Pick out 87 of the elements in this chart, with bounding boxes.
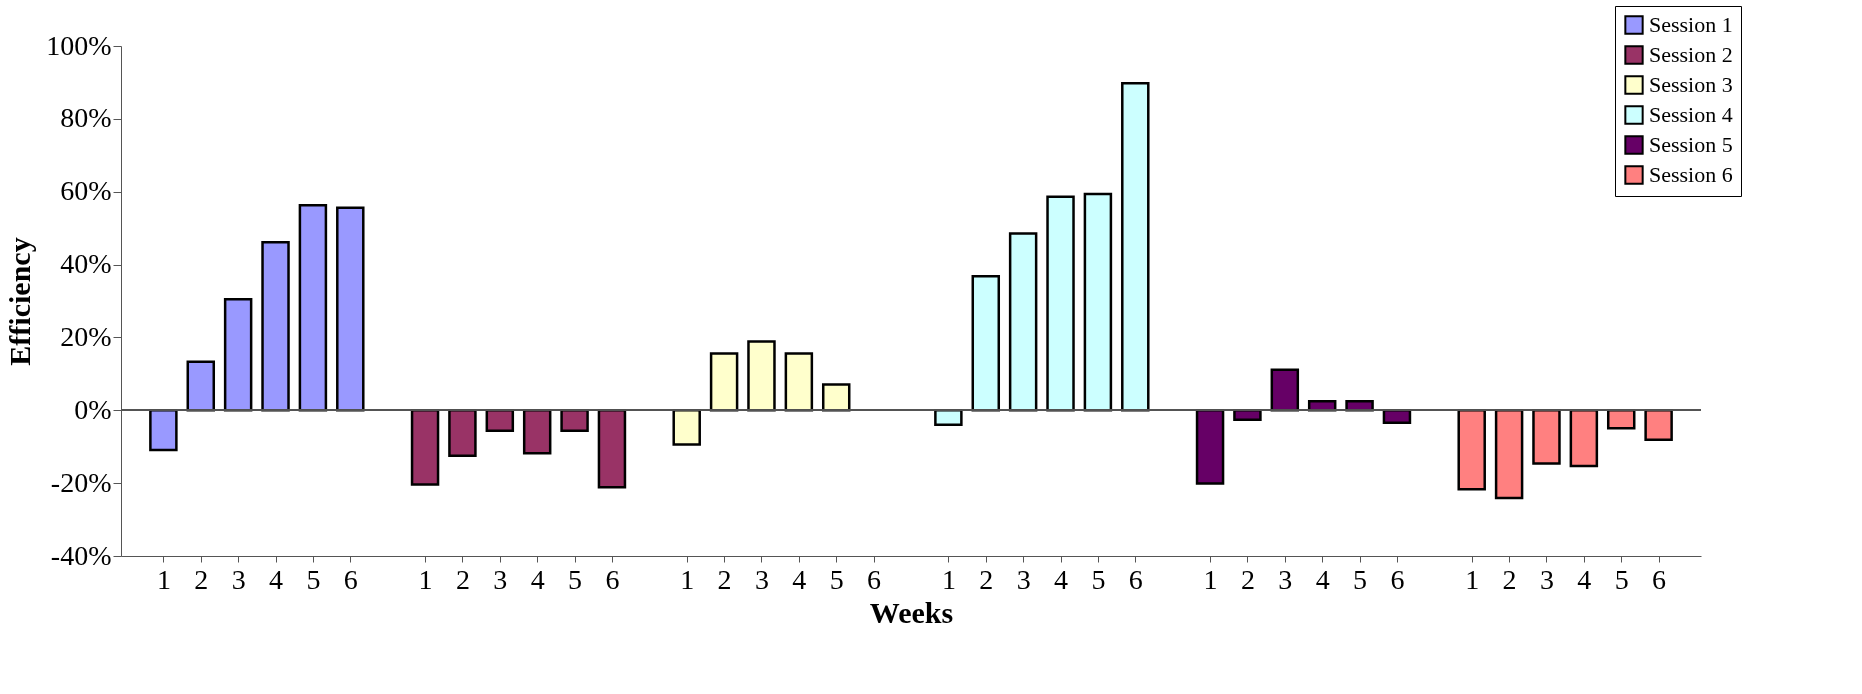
bar — [1644, 409, 1673, 442]
legend-label: Session 3 — [1649, 72, 1733, 97]
x-tick-label: 3 — [231, 563, 246, 595]
y-axis-title: Efficiency — [3, 237, 37, 366]
bar — [1195, 409, 1225, 485]
bar — [1457, 409, 1486, 491]
y-tick-label: 80% — [60, 102, 112, 134]
bar — [1083, 192, 1113, 412]
x-tick-label: 6 — [1390, 563, 1405, 595]
x-tick-label: 5 — [1091, 563, 1106, 595]
bar — [1307, 399, 1337, 412]
bar — [485, 409, 515, 432]
x-tick-label: 5 — [1353, 563, 1368, 595]
x-tick-label: 4 — [1577, 563, 1592, 595]
x-tick-label: 1 — [418, 563, 433, 595]
x-tick-label: 1 — [156, 563, 171, 595]
bar — [821, 383, 851, 412]
x-tick-label: 3 — [1539, 563, 1554, 595]
bar — [1270, 368, 1300, 412]
x-tick-label: 3 — [754, 563, 769, 595]
bar — [1046, 195, 1075, 412]
x-tick-label: 4 — [530, 563, 545, 595]
bar — [1494, 409, 1524, 500]
x-tick-label: 1 — [1203, 563, 1218, 595]
x-tick-label: 2 — [455, 563, 470, 595]
x-tick-label: 2 — [1502, 563, 1517, 595]
x-tick-label: 1 — [680, 563, 695, 595]
bar — [1345, 399, 1374, 412]
x-tick-label: 2 — [1240, 563, 1255, 595]
bar — [1569, 409, 1599, 468]
bar — [298, 203, 328, 412]
x-tick-label: 1 — [1465, 563, 1480, 595]
bar — [1532, 409, 1561, 465]
x-tick-label: 6 — [867, 563, 882, 595]
bar — [672, 409, 701, 446]
bar — [149, 409, 178, 452]
bar — [560, 409, 589, 432]
x-tick-label: 2 — [979, 563, 994, 595]
bar — [747, 340, 776, 412]
x-tick-label: 6 — [605, 563, 620, 595]
y-tick-label: 0% — [74, 393, 112, 425]
x-tick-label: 1 — [941, 563, 956, 595]
legend-label: Session 5 — [1649, 132, 1733, 157]
x-tick-label: 5 — [306, 563, 321, 595]
y-tick-label: 60% — [60, 175, 112, 207]
y-tick-label: 20% — [60, 320, 112, 352]
x-tick-label: 3 — [1278, 563, 1293, 595]
bar — [1382, 409, 1412, 424]
bar — [934, 409, 963, 427]
bar — [223, 297, 253, 412]
legend-label: Session 4 — [1649, 102, 1733, 127]
y-tick-label: 40% — [60, 248, 112, 280]
x-tick-label: 6 — [1128, 563, 1143, 595]
x-tick-label: 4 — [1054, 563, 1069, 595]
x-tick-label: 2 — [717, 563, 732, 595]
bar — [971, 274, 1001, 412]
y-tick-label: 100% — [46, 29, 112, 61]
bar — [522, 409, 552, 455]
legend-label: Session 6 — [1649, 162, 1733, 187]
bar — [261, 241, 290, 412]
y-tick-label: -40% — [50, 539, 112, 571]
x-tick-label: 5 — [568, 563, 583, 595]
bar — [1008, 232, 1038, 412]
x-tick-label: 4 — [1315, 563, 1330, 595]
legend-label: Session 1 — [1649, 12, 1733, 37]
x-tick-label: 6 — [1652, 563, 1667, 595]
x-tick-label: 5 — [1614, 563, 1629, 595]
x-tick-label: 3 — [493, 563, 508, 595]
bar — [448, 409, 477, 458]
x-tick-label: 6 — [343, 563, 358, 595]
bar — [1233, 409, 1262, 422]
x-tick-label: 2 — [194, 563, 209, 595]
x-tick-label: 4 — [792, 563, 807, 595]
x-tick-label: 4 — [269, 563, 284, 595]
x-tick-label: 3 — [1016, 563, 1031, 595]
bar — [1606, 409, 1636, 430]
x-axis-title: Weeks — [869, 595, 954, 629]
bar — [186, 360, 216, 412]
bar — [336, 206, 365, 412]
bar — [1121, 81, 1150, 412]
bar — [597, 409, 627, 489]
bar — [784, 352, 814, 412]
bar — [709, 352, 739, 412]
y-tick-label: -20% — [50, 466, 112, 498]
x-tick-label: 5 — [829, 563, 844, 595]
legend-label: Session 2 — [1649, 42, 1733, 67]
bar — [410, 409, 440, 486]
